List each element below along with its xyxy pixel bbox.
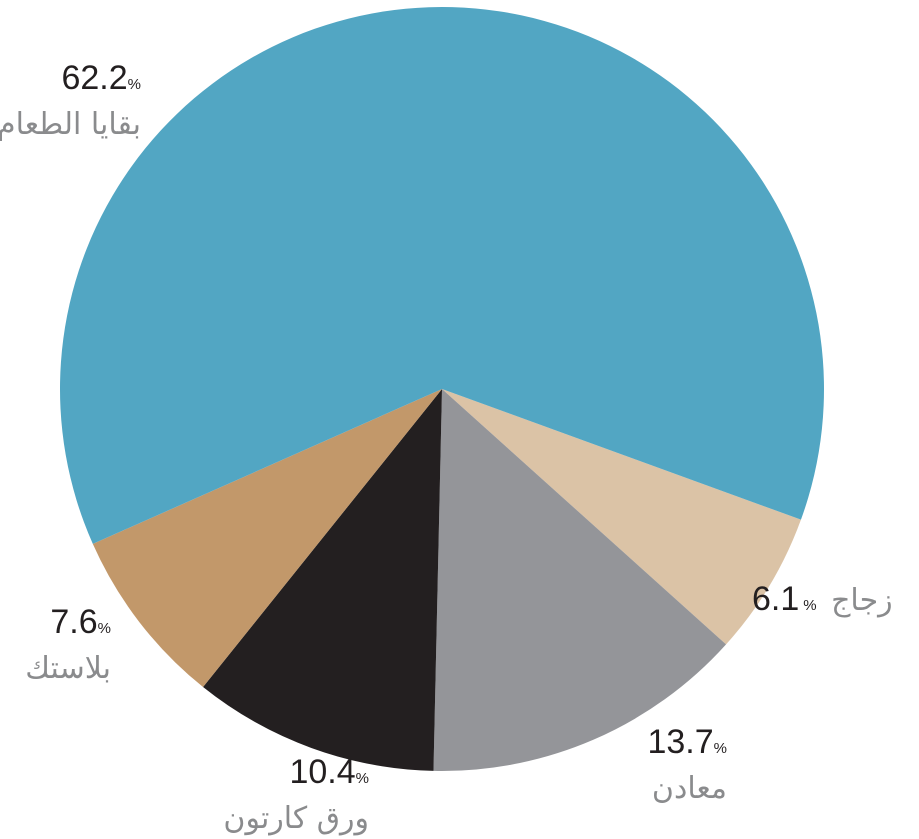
value-food-waste: 62.2 xyxy=(61,59,128,97)
label-food-waste: 62.2% بقايا الطعام xyxy=(0,58,141,145)
label-paper-cardboard: 10.4% ورق كارتون xyxy=(223,752,369,839)
percent-sign: % xyxy=(713,740,727,757)
name-metals: معادن xyxy=(651,771,727,806)
value-paper-cardboard: 10.4 xyxy=(289,753,356,791)
pie-slice xyxy=(433,389,727,771)
pie-slice xyxy=(60,7,824,544)
percent-sign: % xyxy=(803,597,817,614)
percent-sign: % xyxy=(97,620,111,637)
name-paper-cardboard: ورق كارتون xyxy=(223,801,369,836)
name-food-waste: بقايا الطعام xyxy=(0,107,141,142)
percent-sign: % xyxy=(127,76,141,93)
value-metals: 13.7 xyxy=(647,723,714,761)
label-plastic: 7.6% بلاستك xyxy=(25,602,111,689)
label-metals: 13.7% معادن xyxy=(647,722,727,809)
label-glass: 6.1% زجاج xyxy=(752,580,893,619)
percent-sign: % xyxy=(355,770,369,787)
name-plastic: بلاستك xyxy=(25,651,111,686)
pie-slice xyxy=(92,389,443,688)
value-plastic: 7.6 xyxy=(50,603,98,641)
pie-slice xyxy=(442,389,801,645)
name-glass: زجاج xyxy=(831,583,893,618)
pie-slice xyxy=(203,389,442,771)
value-glass: 6.1 xyxy=(752,580,800,618)
